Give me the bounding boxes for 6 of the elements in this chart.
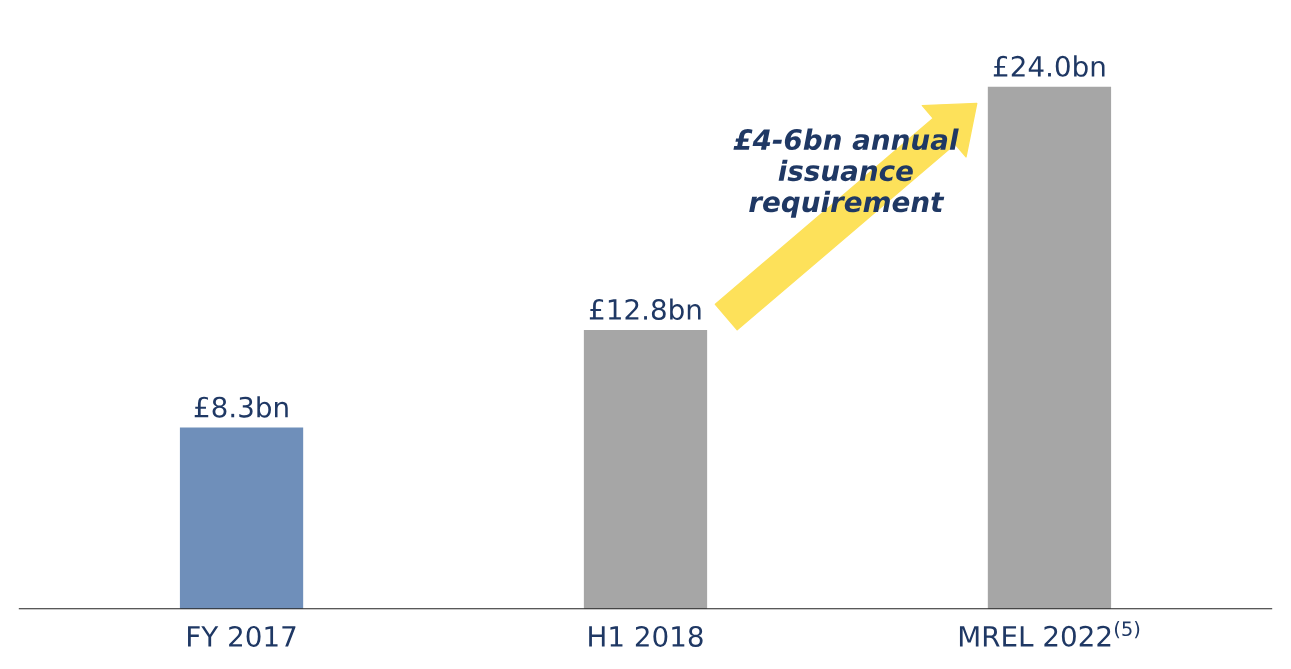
- x-tick-label: H1 2018: [589, 625, 703, 647]
- data-label: £12.8bn: [589, 298, 701, 320]
- data-label: £8.3bn: [194, 396, 288, 418]
- x-tick-label: MREL 2022$^{(5)}$: [959, 621, 1140, 647]
- data-label: £24.0bn: [993, 55, 1105, 77]
- x-tick-label: FY 2017: [188, 625, 296, 647]
